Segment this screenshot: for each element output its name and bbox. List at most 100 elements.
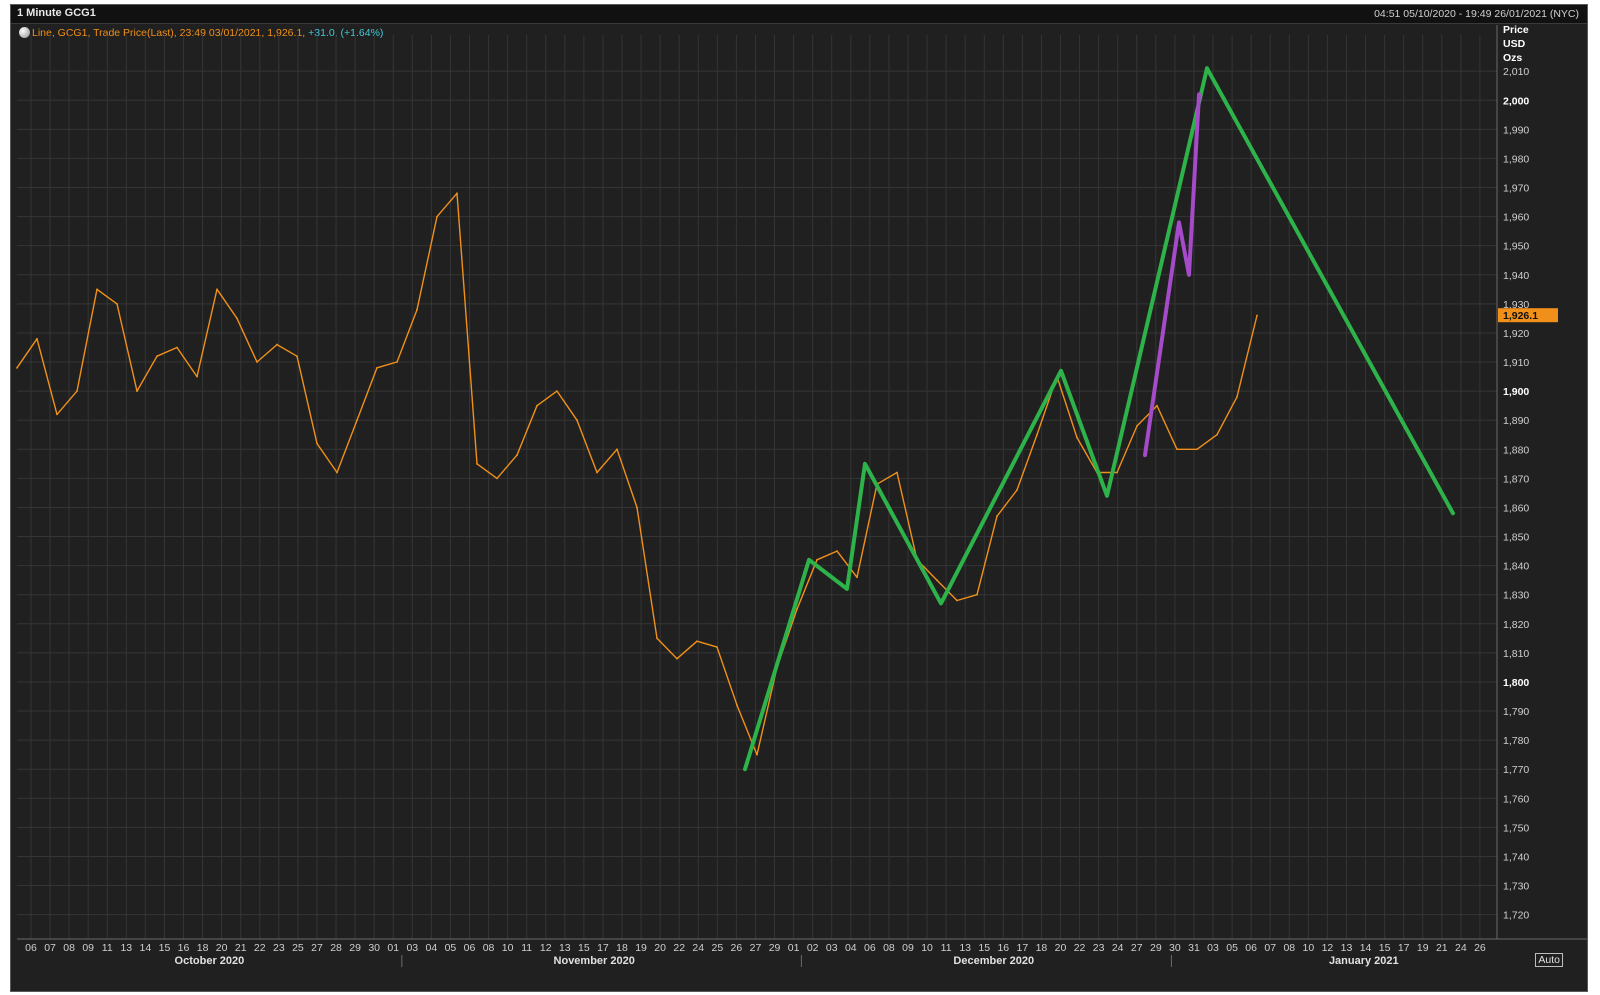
x-tick-label: 11 [102,942,113,954]
series-point [796,608,798,611]
series-legend[interactable]: Line, GCG1, Trade Price(Last), 23:49 03/… [19,27,383,39]
x-tick-label: 24 [1455,942,1467,954]
x-tick-label: 13 [559,942,571,954]
x-tick-label: 02 [807,942,819,954]
purple-projection-line [1143,92,1201,458]
series-globe-icon[interactable] [19,27,30,38]
x-tick-label: 11 [521,942,532,954]
x-tick-label: 29 [769,942,781,954]
series-point [976,593,978,596]
series-point [196,375,198,378]
x-tick-label: 14 [140,942,152,954]
series-point [939,601,943,606]
y-axis-title: Ozs [1503,52,1522,64]
y-tick-label: 1,980 [1503,153,1529,165]
y-tick-label: 1,930 [1503,299,1529,311]
x-tick-label: 29 [349,942,361,954]
series-point [316,442,318,445]
x-tick-label: 09 [902,942,914,954]
x-tick-label: 25 [711,942,723,954]
series-point [756,753,758,756]
series-point [1136,425,1138,427]
series-point [1105,494,1109,498]
x-tick-label: 08 [483,942,495,954]
y-tick-label: 2,010 [1503,66,1529,78]
x-tick-label: 05 [1226,942,1238,954]
x-tick-label: 16 [997,942,1009,954]
x-tick-label: 22 [673,942,685,954]
y-axis-title: Price [1503,24,1529,36]
price-chart[interactable]: 1,720 1,730 1,740 1,750 1,760 1,770 1,780 1,790… [11,5,1587,991]
y-tick-label: 1,890 [1503,415,1529,427]
legend-change: +31.0, (+1.64%) [308,27,384,39]
series-point [1059,369,1063,373]
y-tick-label: 2,000 [1503,95,1529,107]
x-tick-label: 10 [502,942,514,954]
series-point [1036,433,1038,436]
x-tick-label: 15 [578,942,590,954]
x-tick-label: 21 [235,942,247,954]
x-tick-label: 21 [1436,942,1448,954]
y-tick-label: 1,780 [1503,735,1529,747]
series-point [1451,511,1455,515]
x-tick-label: 17 [1017,942,1029,954]
series-point [76,390,78,393]
series-point [736,704,738,707]
x-tick-label: 29 [1150,942,1162,954]
x-tick-label: 19 [1417,942,1429,954]
auto-scale-button[interactable]: Auto [1535,953,1563,967]
x-tick-label: 22 [254,942,266,954]
x-tick-label: 26 [1474,942,1486,954]
month-label: January 2021 [1329,955,1399,967]
y-tick-label: 1,900 [1503,386,1529,398]
series-point [896,471,898,474]
x-tick-label: 08 [63,942,75,954]
x-tick-label: 13 [959,942,971,954]
x-tick-label: 20 [216,942,228,954]
green-projection-line [743,66,1209,772]
x-tick-label: 05 [445,942,457,954]
legend-timestamp: 23:49 03/01/2021, [179,27,265,39]
x-tick-label: 18 [197,942,209,954]
x-tick-label: 20 [654,942,666,954]
legend-series-label: Line, GCG1, Trade Price(Last), [32,27,177,39]
x-tick-label: 30 [368,942,380,954]
series-point [807,558,811,562]
series-point [1116,471,1118,474]
x-tick-label: 09 [82,942,94,954]
x-tick-label: 19 [635,942,647,954]
series-point [216,288,218,291]
x-tick-label: 11 [941,942,952,954]
x-tick-label: 08 [883,942,895,954]
month-label: October 2020 [175,955,245,967]
series-point [743,767,747,771]
x-tick-label: 22 [1074,942,1086,954]
series-point [516,454,518,456]
y-tick-label: 1,830 [1503,590,1529,602]
series-point [1143,453,1147,457]
series-point [1177,220,1181,225]
y-tick-label: 1,880 [1503,444,1529,456]
x-tick-label: 27 [750,942,762,954]
series-point [836,550,838,552]
series-point [863,462,867,466]
series-point [936,579,938,582]
y-tick-label: 1,950 [1503,241,1529,253]
legend-last-price: 1,926.1, [267,27,306,39]
series-point [576,419,578,422]
x-tick-label: 18 [616,942,628,954]
x-tick-label: 13 [120,942,132,954]
y-tick-label: 1,720 [1503,910,1529,922]
series-point [336,471,338,474]
y-tick-label: 1,860 [1503,502,1529,514]
series-point [116,302,118,305]
x-tick-label: 18 [1036,942,1048,954]
series-point [1236,396,1238,398]
y-tick-label: 1,940 [1503,270,1529,282]
x-tick-label: 01 [788,942,800,954]
x-tick-label: 25 [292,942,304,954]
x-tick-label: 03 [1207,942,1219,954]
series-point [56,413,58,416]
y-tick-label: 1,730 [1503,881,1529,893]
x-tick-label: 06 [25,942,37,954]
